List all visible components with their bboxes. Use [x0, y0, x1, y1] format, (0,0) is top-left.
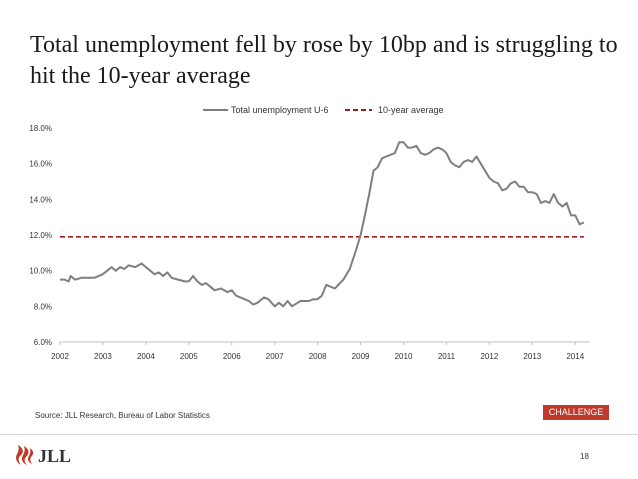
x-tick-label: 2009 — [352, 352, 370, 361]
chart-legend: Total unemployment U-6 10-year average — [203, 105, 444, 115]
y-tick-label: 14.0% — [29, 195, 52, 204]
x-tick-label: 2006 — [223, 352, 241, 361]
y-tick-label: 18.0% — [29, 124, 52, 133]
jll-flame-icon — [16, 445, 34, 465]
x-tick-label: 2004 — [137, 352, 155, 361]
slide-title: Total unemployment fell by rose by 10bp … — [30, 32, 618, 89]
x-tick-label: 2008 — [309, 352, 327, 361]
x-axis-ticks: 2002 2003 2004 2005 2006 2007 2008 2009 2010 2011… — [51, 342, 585, 361]
x-tick-label: 2010 — [395, 352, 413, 361]
x-tick-label: 2013 — [523, 352, 541, 361]
source-note: Source: JLL Research, Bureau of Labor St… — [35, 411, 210, 420]
x-tick-label: 2007 — [266, 352, 284, 361]
x-tick-label: 2012 — [480, 352, 498, 361]
x-tick-label: 2002 — [51, 352, 69, 361]
page-number: 18 — [580, 452, 589, 461]
x-tick-label: 2011 — [438, 352, 456, 361]
x-tick-label: 2005 — [180, 352, 198, 361]
y-tick-label: 10.0% — [29, 267, 52, 276]
y-tick-label: 8.0% — [34, 302, 52, 311]
y-tick-label: 16.0% — [29, 160, 52, 169]
y-axis-ticks: 6.0% 8.0% 10.0% 12.0% 14.0% 16.0% 18.0% — [29, 124, 52, 347]
unemployment-line-chart: Total unemployment U-6 10-year average 6… — [29, 105, 590, 361]
y-tick-label: 6.0% — [34, 338, 52, 347]
challenge-badge: CHALLENGE — [543, 405, 609, 420]
jll-logo-text: JLL — [38, 446, 71, 466]
jll-logo: JLL — [16, 445, 71, 466]
x-tick-label: 2014 — [566, 352, 584, 361]
legend-label-average: 10-year average — [378, 105, 444, 115]
chart-series — [60, 141, 585, 308]
y-tick-label: 12.0% — [29, 231, 52, 240]
x-tick-label: 2003 — [94, 352, 112, 361]
series-line-u6 — [60, 141, 585, 308]
legend-label-u6: Total unemployment U-6 — [231, 105, 329, 115]
footer-divider — [0, 434, 638, 435]
